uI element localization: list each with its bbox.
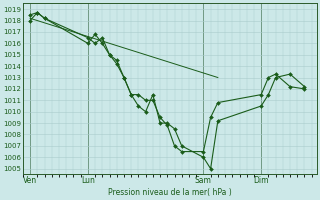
X-axis label: Pression niveau de la mer( hPa ): Pression niveau de la mer( hPa ) xyxy=(108,188,232,197)
